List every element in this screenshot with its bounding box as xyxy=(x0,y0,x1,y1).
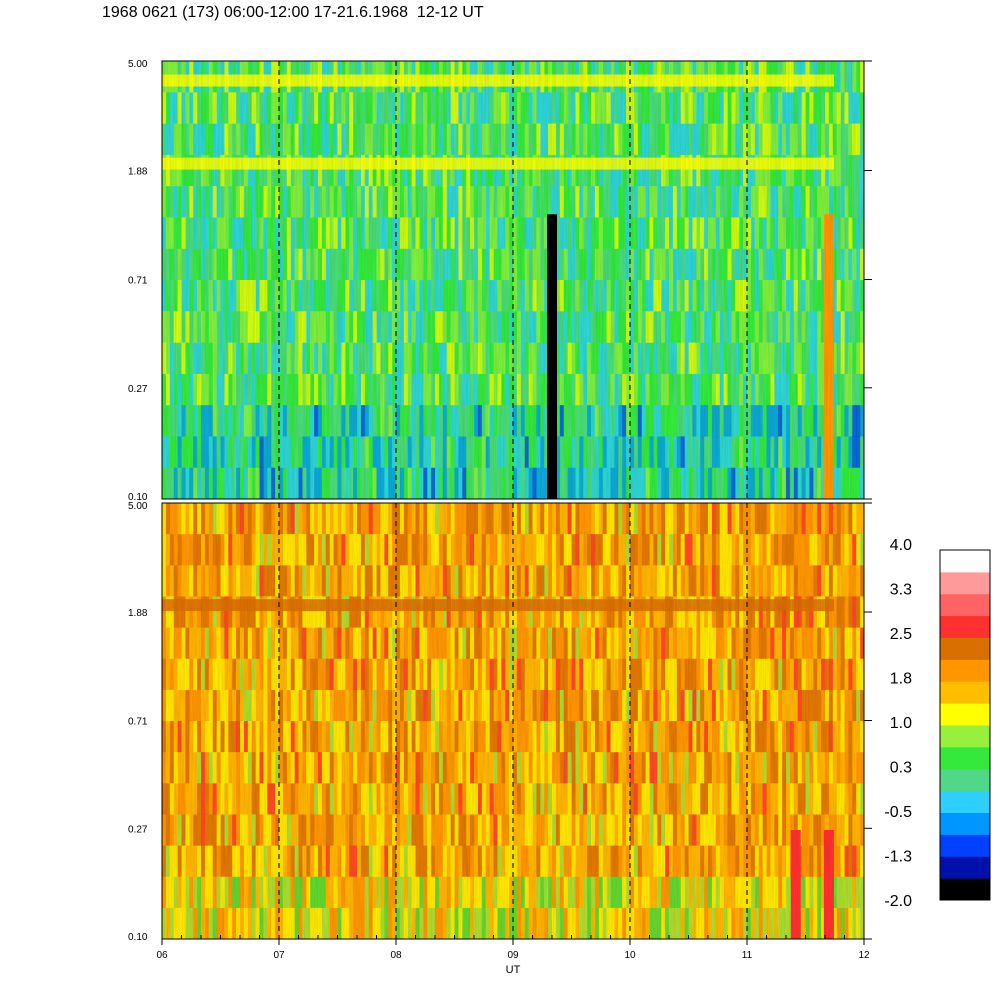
chart-title: 1968 0621 (173) 06:00-12:00 17-21.6.1968… xyxy=(102,4,484,21)
bottom-spectrogram-panel xyxy=(161,502,865,940)
top-spectrogram-panel xyxy=(161,60,865,500)
